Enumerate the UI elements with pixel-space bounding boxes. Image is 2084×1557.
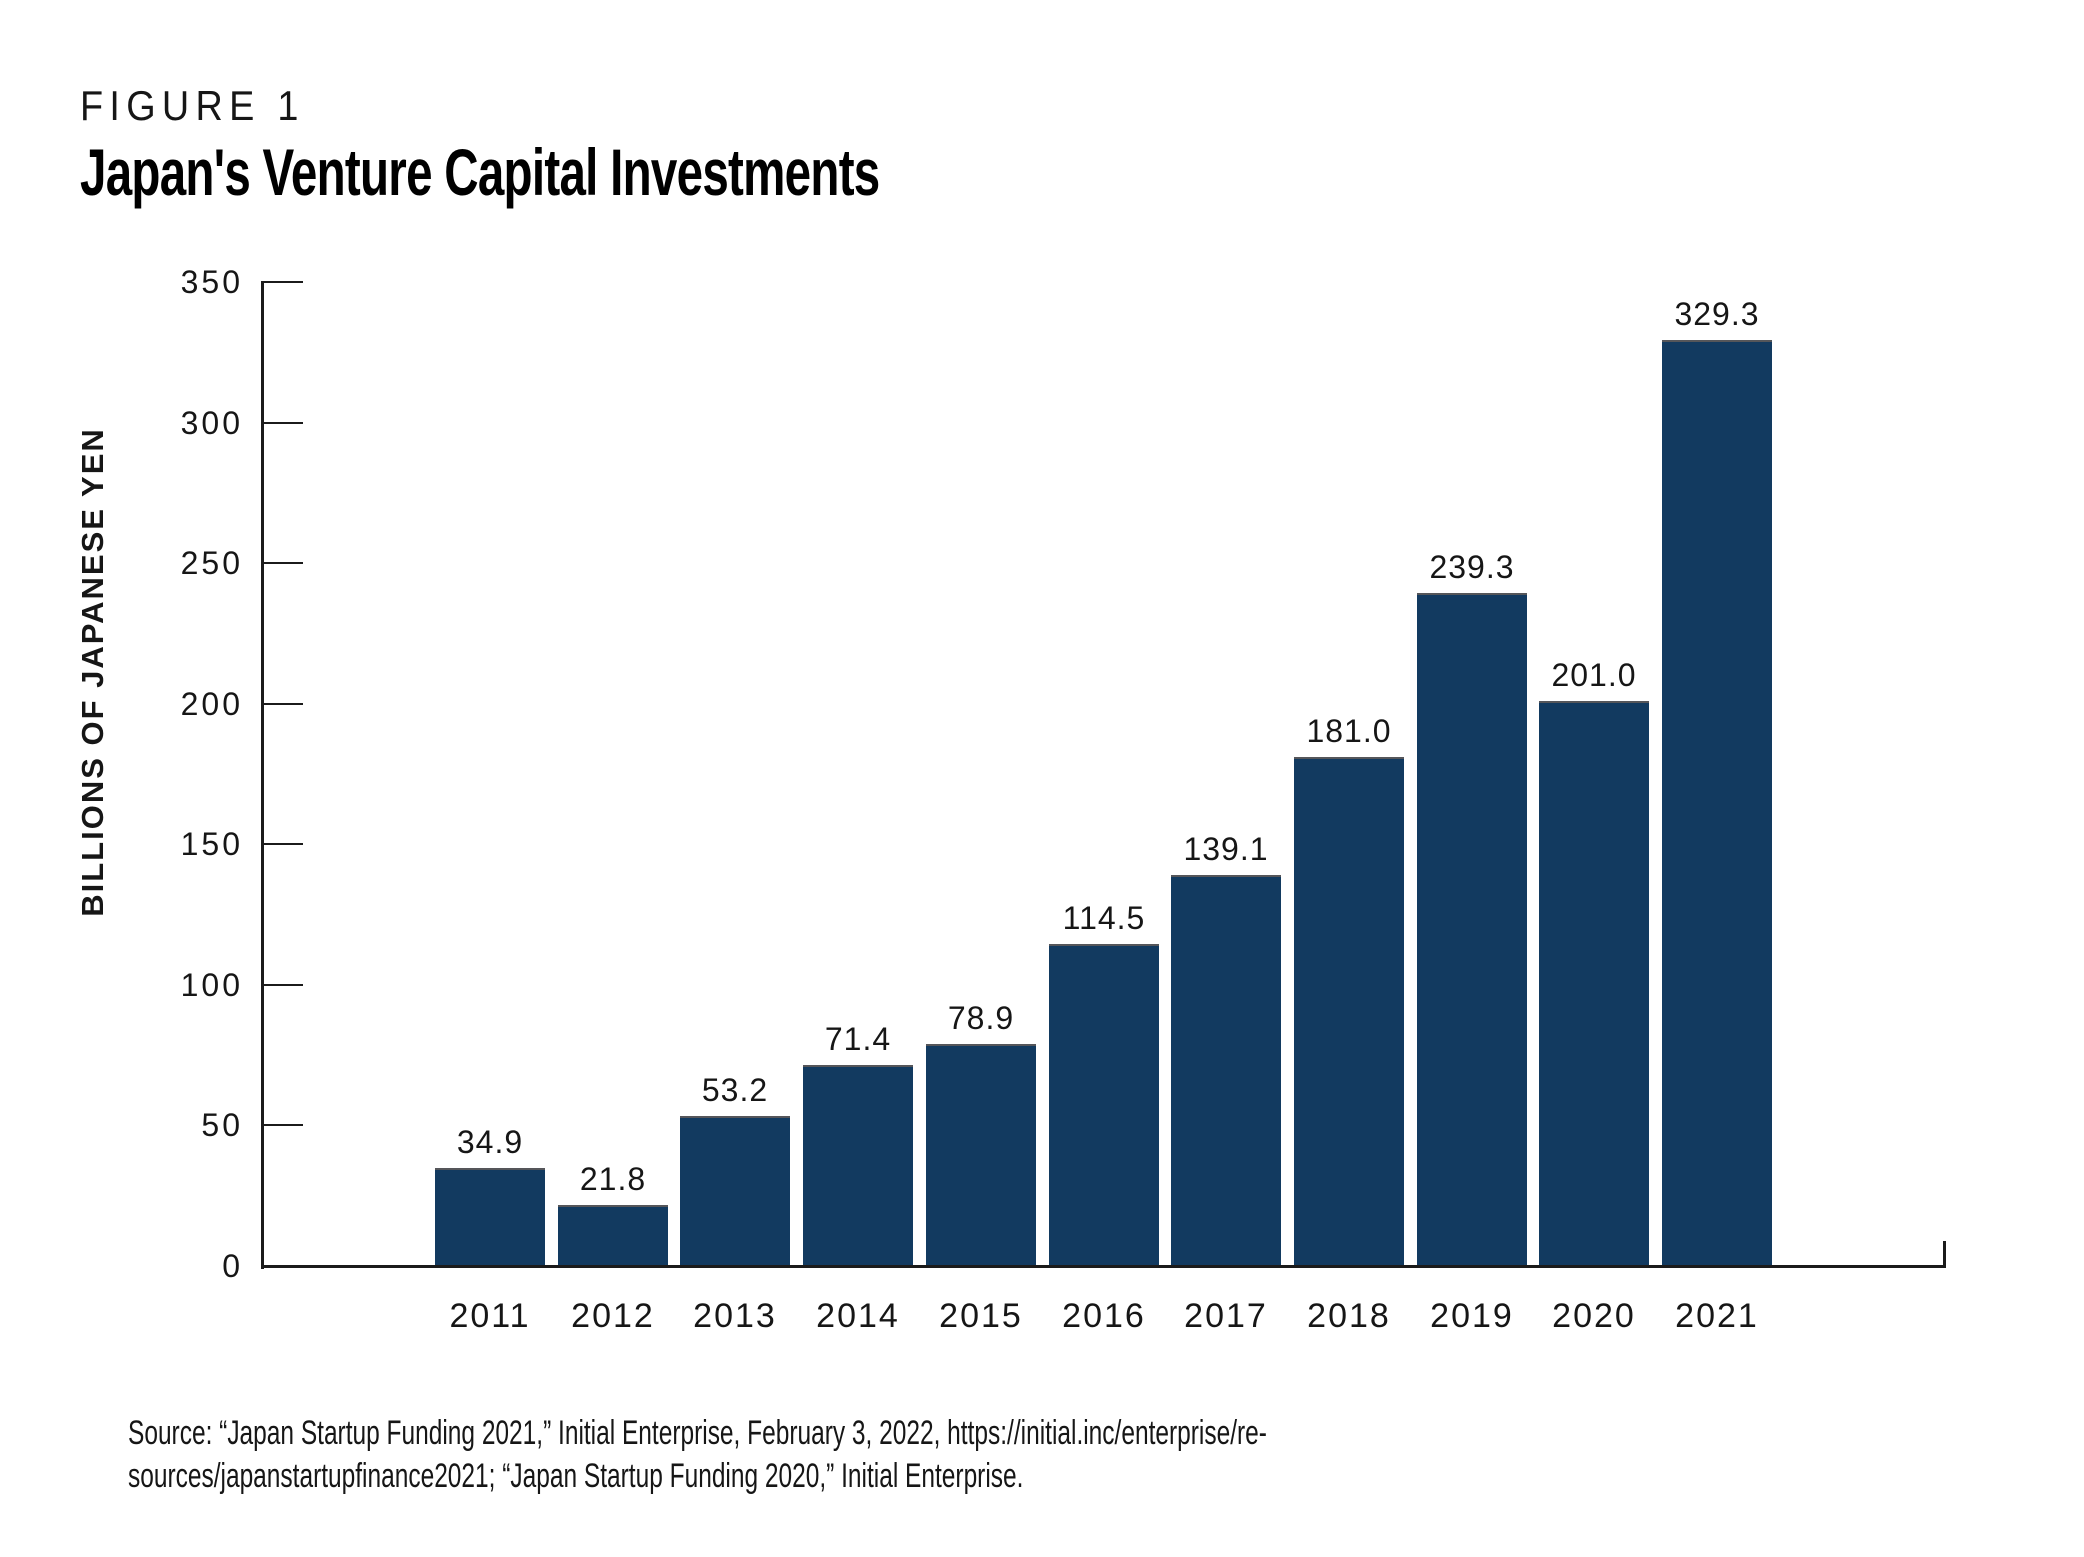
bar-2015 — [926, 1044, 1036, 1266]
bar-value-label: 114.5 — [1062, 900, 1146, 936]
bar-value-label: 329.3 — [1674, 296, 1760, 332]
y-tick-mark — [261, 984, 303, 986]
bar-2014 — [803, 1065, 913, 1266]
bar-2011 — [435, 1168, 545, 1266]
y-axis-title: BILLIONS OF JAPANESE YEN — [75, 427, 110, 917]
bar-2012 — [558, 1205, 668, 1266]
y-tick-mark — [261, 1124, 303, 1126]
figure-number-label: FIGURE 1 — [80, 82, 305, 129]
x-axis-end-tick — [1943, 1241, 1946, 1266]
x-axis-category-label: 2012 — [571, 1297, 655, 1335]
source-line-1: Source: “Japan Startup Funding 2021,” In… — [128, 1414, 1267, 1452]
bar-value-label: 239.3 — [1429, 549, 1515, 585]
bar-value-label: 53.2 — [701, 1072, 769, 1108]
y-tick-mark — [261, 703, 303, 705]
bar-2021 — [1662, 340, 1772, 1266]
y-tick-label: 300 — [180, 405, 243, 441]
y-tick-mark — [261, 281, 303, 283]
y-axis-line — [261, 282, 264, 1269]
y-tick-mark — [261, 422, 303, 424]
x-axis-category-label: 2018 — [1307, 1297, 1391, 1335]
y-tick-label: 350 — [180, 264, 243, 300]
bar-value-label: 78.9 — [947, 1000, 1015, 1036]
bar-value-label: 21.8 — [579, 1161, 647, 1197]
bar-value-label: 139.1 — [1183, 831, 1269, 867]
y-tick-mark — [261, 562, 303, 564]
bar-2019 — [1417, 593, 1527, 1266]
bar-2017 — [1171, 875, 1281, 1266]
y-tick-label: 100 — [180, 967, 243, 1003]
bar-2020 — [1539, 701, 1649, 1266]
x-axis-line — [261, 1265, 1946, 1268]
source-note: Source: “Japan Startup Funding 2021,” In… — [128, 1412, 1267, 1498]
y-tick-label: 150 — [180, 826, 243, 862]
x-axis-category-label: 2019 — [1430, 1297, 1514, 1335]
y-tick-label: 250 — [180, 545, 243, 581]
bar-value-label: 181.0 — [1306, 713, 1392, 749]
x-axis-category-label: 2011 — [449, 1297, 531, 1335]
y-tick-label: 200 — [180, 686, 243, 722]
figure-title: Japan's Venture Capital Investments — [80, 135, 880, 209]
x-axis-category-label: 2015 — [939, 1297, 1023, 1335]
x-axis-category-label: 2020 — [1552, 1297, 1636, 1335]
x-axis-category-label: 2016 — [1062, 1297, 1146, 1335]
bar-value-label: 34.9 — [456, 1124, 524, 1160]
bar-2013 — [680, 1116, 790, 1266]
x-axis-category-label: 2021 — [1675, 1297, 1759, 1335]
bar-value-label: 71.4 — [824, 1021, 892, 1057]
y-tick-label: 50 — [201, 1107, 243, 1143]
x-axis-category-label: 2013 — [693, 1297, 777, 1335]
bar-2016 — [1049, 944, 1159, 1266]
source-line-2: sources/japanstartupfinance2021; “Japan … — [128, 1457, 1024, 1495]
y-tick-label: 0 — [222, 1248, 243, 1284]
bar-2018 — [1294, 757, 1404, 1266]
x-axis-category-label: 2014 — [816, 1297, 900, 1335]
x-axis-category-label: 2017 — [1184, 1297, 1268, 1335]
y-tick-mark — [261, 843, 303, 845]
bar-value-label: 201.0 — [1551, 657, 1637, 693]
